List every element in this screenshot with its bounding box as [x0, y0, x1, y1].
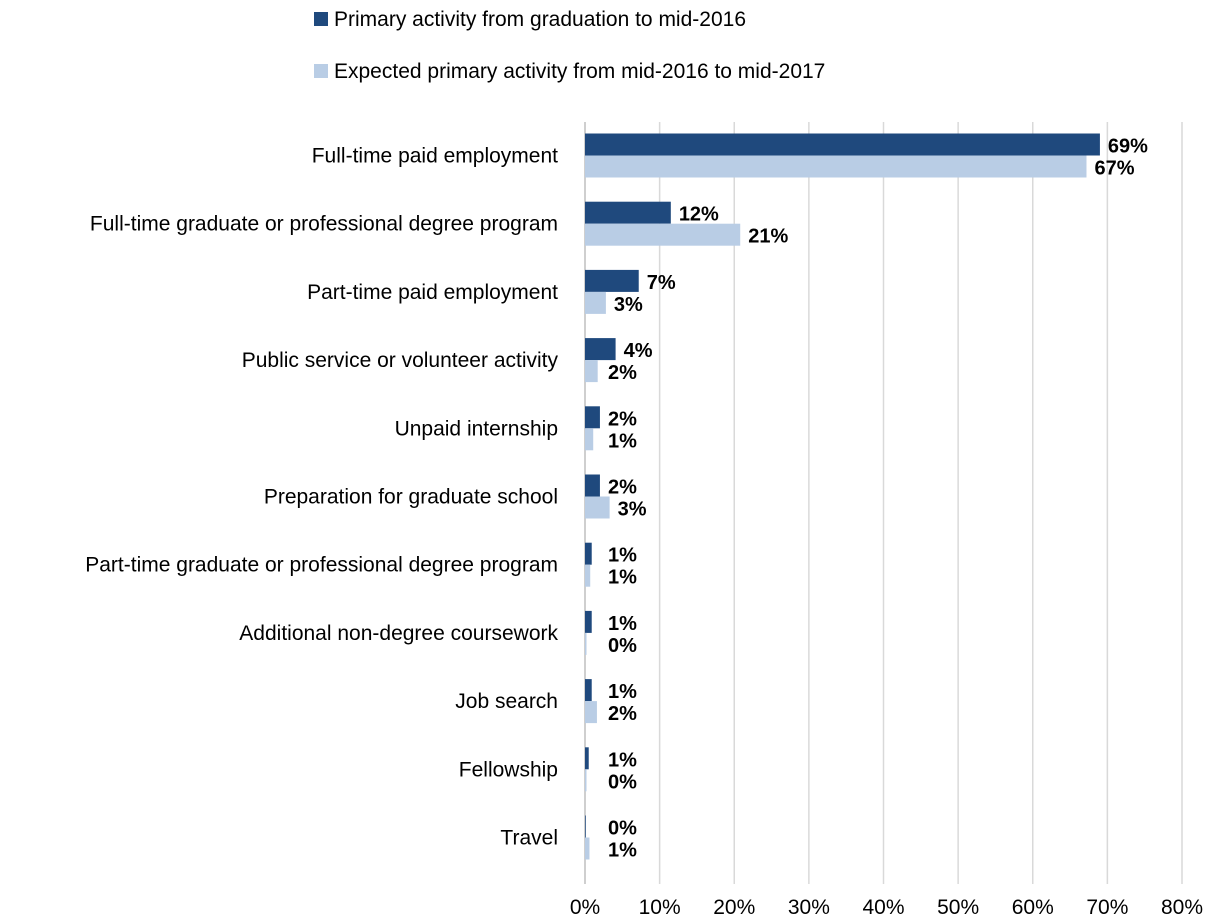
category-label: Unpaid internship — [395, 417, 558, 440]
x-tick-label: 20% — [713, 896, 755, 919]
legend-item-series-2: Expected primary activity from mid-2016 … — [314, 60, 825, 84]
bar-series-2 — [585, 769, 587, 792]
data-label-series-2: 2% — [608, 703, 637, 725]
bar-series-2 — [585, 291, 606, 314]
bar-series-2 — [585, 632, 587, 655]
bar-series-1 — [585, 747, 589, 770]
data-label-series-1: 69% — [1108, 136, 1148, 158]
data-label-series-1: 1% — [608, 545, 637, 567]
data-label-series-1: 0% — [608, 818, 637, 840]
x-tick-label: 40% — [862, 896, 904, 919]
data-label-series-1: 4% — [624, 340, 653, 362]
x-tick-label: 50% — [937, 896, 979, 919]
category-label: Additional non-degree coursework — [239, 622, 558, 645]
bar-series-2 — [585, 155, 1087, 178]
data-label-series-1: 2% — [608, 477, 637, 499]
data-label-series-2: 0% — [608, 635, 637, 657]
x-tick-label: 0% — [570, 896, 600, 919]
bar-series-1 — [585, 542, 592, 565]
bar-series-2 — [585, 564, 591, 587]
category-label: Preparation for graduate school — [264, 486, 558, 509]
data-label-series-2: 3% — [618, 499, 647, 521]
bar-series-1 — [585, 338, 616, 361]
data-label-series-1: 2% — [608, 408, 637, 430]
legend-swatch-series-2 — [314, 64, 328, 78]
category-label: Part-time paid employment — [307, 281, 558, 304]
x-tick-label: 80% — [1161, 896, 1203, 919]
bar-series-2 — [585, 701, 597, 724]
legend-label-series-2: Expected primary activity from mid-2016 … — [334, 60, 826, 83]
x-tick-label: 60% — [1012, 896, 1054, 919]
legend-item-series-1: Primary activity from graduation to mid-… — [314, 8, 746, 32]
bar-series-2 — [585, 837, 590, 860]
bar-series-1 — [585, 679, 592, 702]
bar-series-2 — [585, 496, 610, 519]
data-label-series-2: 3% — [614, 294, 643, 316]
x-tick-label: 30% — [788, 896, 830, 919]
data-label-series-1: 7% — [647, 272, 676, 294]
data-label-series-2: 2% — [608, 362, 637, 384]
data-label-series-1: 1% — [608, 613, 637, 635]
bar-series-1 — [585, 610, 592, 633]
bar-series-1 — [585, 406, 600, 429]
legend-swatch-series-1 — [314, 12, 328, 26]
category-label: Full-time paid employment — [312, 145, 558, 168]
category-label: Travel — [500, 827, 558, 850]
data-label-series-1: 1% — [608, 681, 637, 703]
category-label: Job search — [455, 690, 558, 713]
bar-series-2 — [585, 223, 741, 246]
data-label-series-2: 67% — [1094, 158, 1134, 180]
data-label-series-2: 1% — [608, 840, 637, 862]
category-label: Full-time graduate or professional degre… — [90, 213, 558, 236]
category-label: Fellowship — [459, 758, 558, 781]
legend-label-series-1: Primary activity from graduation to mid-… — [334, 8, 746, 31]
data-label-series-1: 1% — [608, 749, 637, 771]
x-tick-label: 10% — [639, 896, 681, 919]
bar-series-1 — [585, 269, 639, 292]
category-label: Public service or volunteer activity — [242, 349, 559, 372]
bar-series-1 — [585, 133, 1100, 156]
data-label-series-2: 1% — [608, 430, 637, 452]
data-label-series-2: 0% — [608, 771, 637, 793]
bar-series-2 — [585, 360, 598, 383]
bar-series-1 — [585, 474, 600, 497]
data-label-series-2: 21% — [748, 226, 788, 248]
bar-series-1 — [585, 815, 586, 838]
x-tick-label: 70% — [1086, 896, 1128, 919]
bar-series-1 — [585, 201, 671, 224]
category-label: Part-time graduate or professional degre… — [85, 554, 558, 577]
bar-series-2 — [585, 428, 594, 451]
data-label-series-2: 1% — [608, 567, 637, 589]
data-label-series-1: 12% — [679, 204, 719, 226]
